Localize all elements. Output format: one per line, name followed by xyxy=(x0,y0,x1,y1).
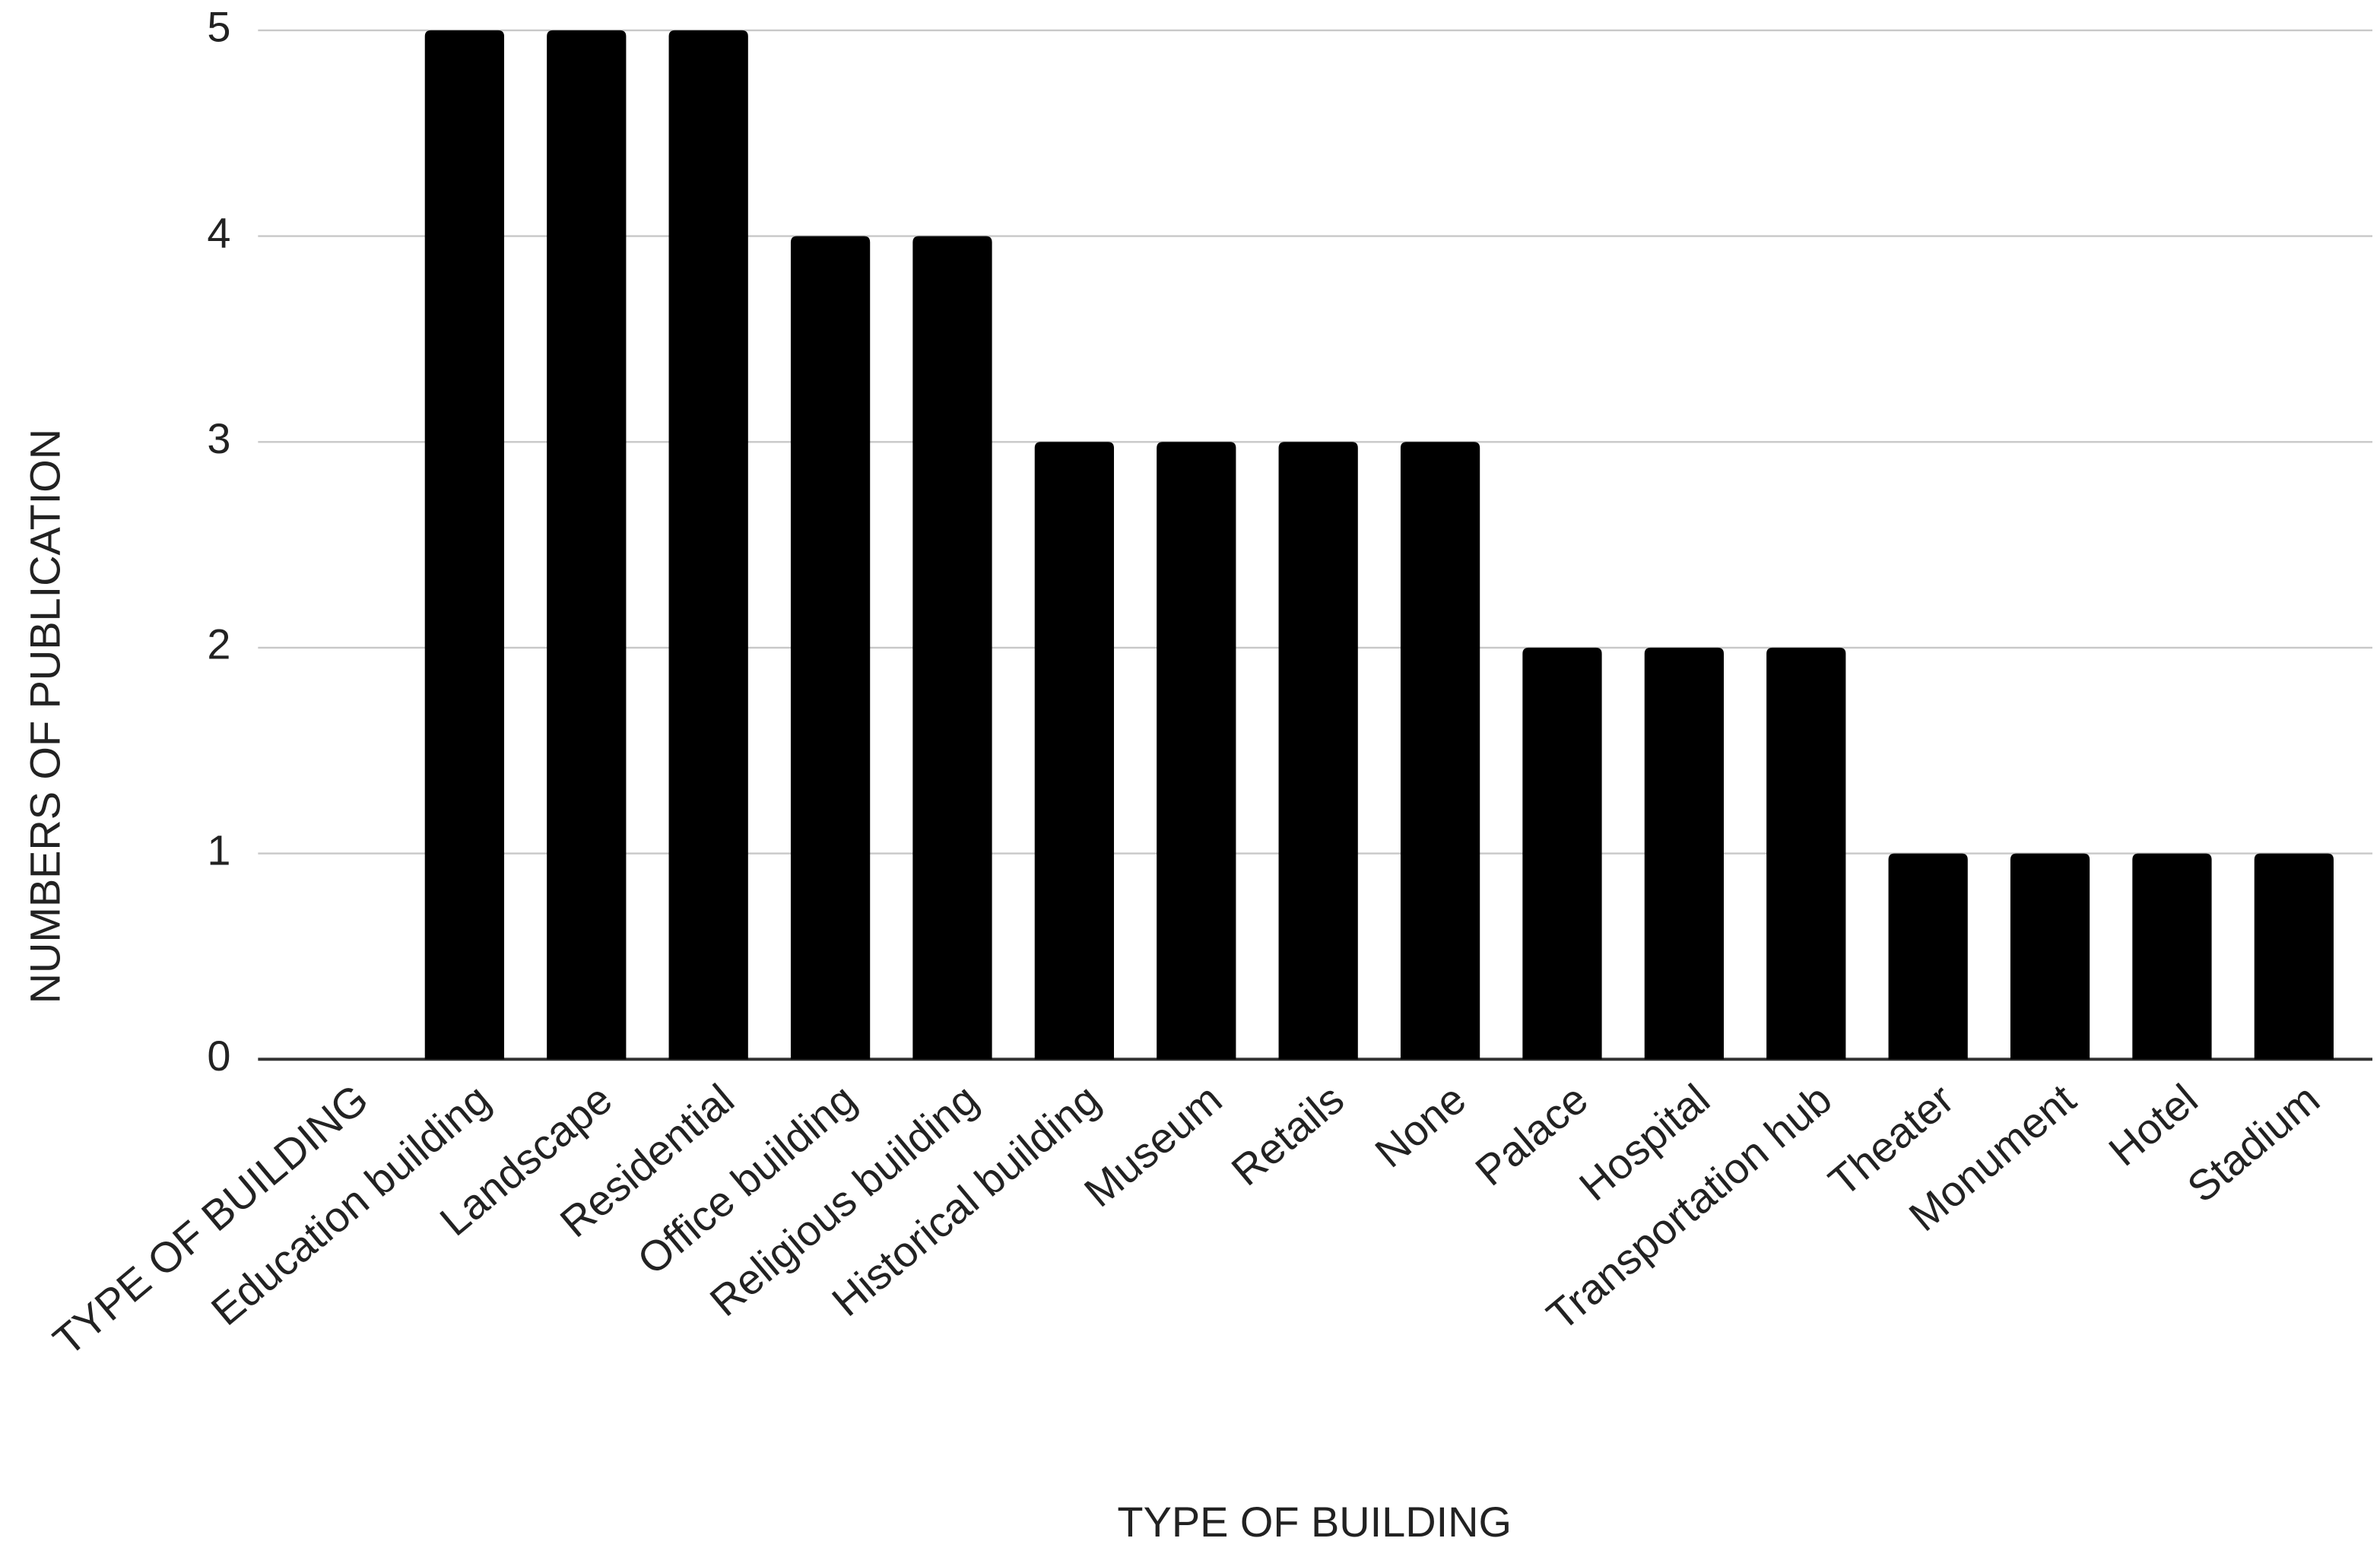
x-tick-label: None xyxy=(1366,1074,1474,1176)
x-axis-title: TYPE OF BUILDING xyxy=(1117,1498,1511,1546)
y-tick-label: 4 xyxy=(207,208,230,256)
bar xyxy=(2254,853,2334,1060)
y-tick-label: 1 xyxy=(207,826,230,874)
x-tick-label: Museum xyxy=(1075,1074,1231,1216)
y-axis-title: NUMBERS OF PUBLICATION xyxy=(21,429,69,1004)
y-tick-label: 3 xyxy=(207,414,230,462)
bar xyxy=(547,30,627,1060)
bar xyxy=(2132,853,2212,1060)
bar xyxy=(1400,442,1480,1060)
y-tick-label: 5 xyxy=(207,3,230,51)
bar xyxy=(790,236,871,1060)
bar xyxy=(1034,442,1115,1060)
bar xyxy=(1644,647,1725,1060)
x-tick-label: Hotel xyxy=(2099,1074,2206,1175)
bar xyxy=(1157,442,1236,1060)
bar xyxy=(668,30,748,1060)
bar xyxy=(424,30,505,1060)
bar xyxy=(912,236,992,1060)
bar xyxy=(1766,647,1846,1060)
bar xyxy=(1278,442,1358,1060)
bar xyxy=(2010,853,2090,1060)
y-tick-label: 0 xyxy=(207,1032,230,1080)
y-tick-label: 2 xyxy=(207,620,230,668)
x-tick-label: Retails xyxy=(1222,1074,1352,1194)
bar xyxy=(1522,647,1602,1060)
bar xyxy=(1888,853,1968,1060)
x-tick-label: Stadium xyxy=(2178,1074,2328,1211)
